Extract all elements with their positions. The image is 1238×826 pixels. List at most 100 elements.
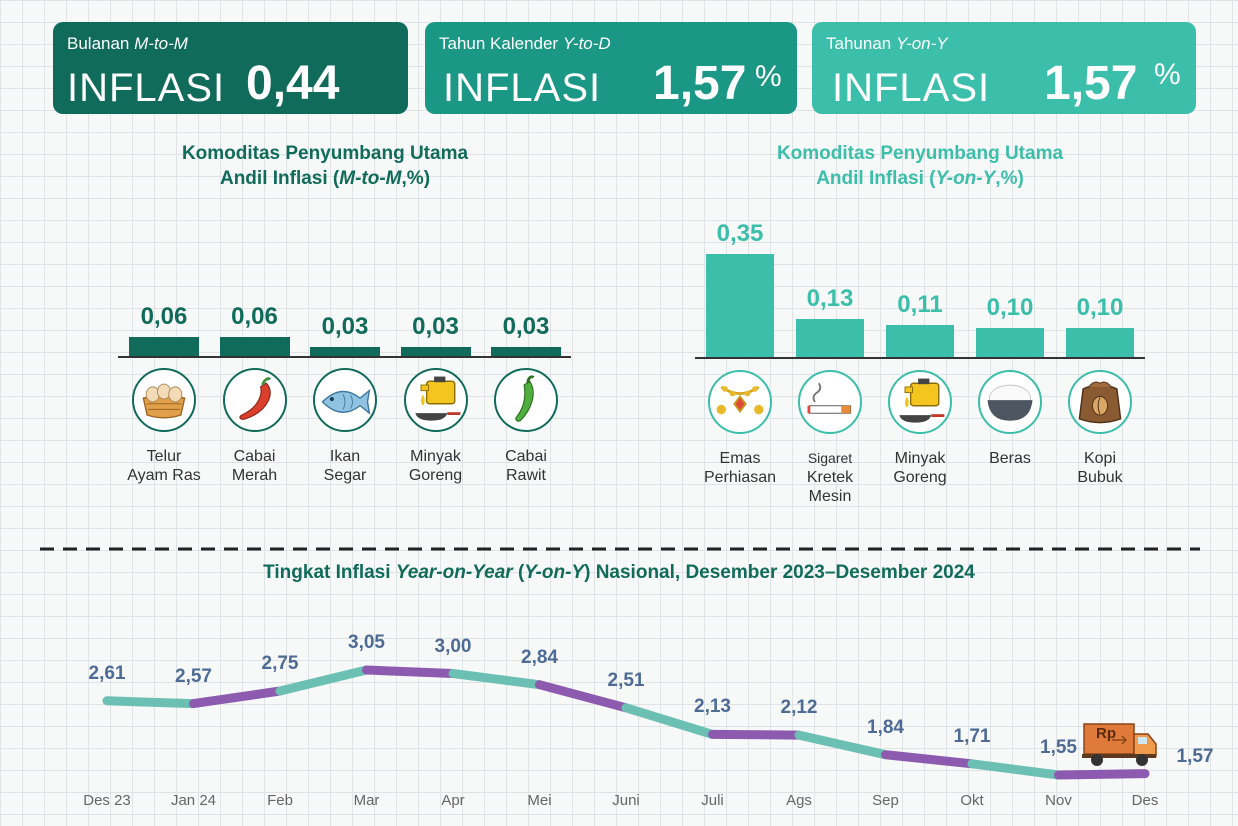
line-point-label: 1,84 (867, 716, 904, 738)
category-label: Beras (955, 449, 1065, 468)
category-label-line: Telur (146, 448, 182, 465)
bar-value-label: 0,11 (897, 290, 943, 318)
x-tick-label: Des (1131, 792, 1159, 809)
x-tick-label: Mei (527, 792, 552, 809)
category-label-line: Ikan (329, 448, 361, 465)
category-label: Emas Perhiasan (685, 449, 795, 487)
category-label-line: Sigaret (807, 450, 853, 466)
x-tick-label: Okt (960, 792, 984, 809)
section-divider (40, 547, 1200, 551)
mtm-chart-title: Komoditas Penyumbang Utama Andil Inflasi… (181, 143, 469, 189)
line-chart-title: Tingkat Inflasi Year-on-Year (Y-on-Y) Na… (263, 562, 975, 583)
cooking-oil-icon (888, 370, 952, 434)
bar (400, 346, 471, 356)
line-point-label: 1,57 (1176, 745, 1214, 767)
bar (491, 346, 561, 356)
line-segment (275, 665, 371, 696)
category-label-line: Rawit (505, 467, 546, 484)
line-point-label: 2,51 (607, 669, 645, 691)
bar-chart-baseline (695, 357, 1145, 359)
x-tick-label: Sep (872, 792, 899, 809)
bar-chart-baseline (118, 356, 571, 358)
line-segment (362, 665, 458, 678)
red-chili-icon (222, 368, 287, 432)
inflation-card-ytd: Tahun Kalender Y-to-D INFLASI 1,57 % (425, 22, 797, 114)
egg-basket-icon (132, 368, 196, 432)
category-label-line: Mesin (808, 488, 852, 505)
line-point-label: 2,13 (694, 696, 731, 718)
card-value: 1,57 (653, 57, 747, 110)
category-label-line: Emas (719, 450, 761, 467)
category-label-line: Goreng (408, 467, 463, 484)
line-point-label: 2,57 (175, 665, 212, 687)
green-chili-icon (494, 368, 558, 432)
bar (886, 324, 954, 357)
line-point-label: 1,55 (1040, 737, 1077, 758)
x-tick-label: Juni (612, 792, 640, 809)
bar-value-label: 0,10 (986, 293, 1034, 321)
card-label: INFLASI (67, 66, 226, 110)
line-segment (1054, 769, 1150, 780)
card-subtitle: Tahunan Y-on-Y (826, 34, 948, 53)
line-segment (881, 750, 977, 769)
delivery-truck-icon (1082, 723, 1157, 766)
category-label-line: Minyak (894, 450, 946, 467)
x-tick-label: Feb (267, 792, 293, 809)
category-label: Kopi Bubuk (1045, 449, 1155, 487)
bar (796, 318, 864, 357)
category-label-line: Segar (323, 467, 367, 484)
line-point-label: 2,61 (88, 662, 126, 684)
x-tick-label: Juli (701, 792, 724, 809)
x-tick-label: Nov (1045, 792, 1072, 809)
line-segment (708, 729, 804, 740)
category-label: Ikan Segar (290, 447, 400, 485)
category-label-line: Bubuk (1077, 469, 1123, 486)
line-segment (967, 759, 1063, 780)
category-label: Telur Ayam Ras (109, 447, 219, 485)
bar-value-label: 0,06 (231, 303, 278, 331)
card-subtitle: Bulanan M-to-M (67, 34, 188, 53)
inflation-card-yoy: Tahunan Y-on-Y INFLASI 1,57 % (812, 22, 1196, 114)
card-unit: % (755, 60, 782, 93)
line-segment (535, 680, 631, 713)
card-unit: % (1154, 58, 1181, 91)
category-label-line: Perhiasan (703, 469, 777, 486)
bar-value-label: 0,10 (1076, 293, 1124, 321)
x-tick-label: Ags (786, 792, 812, 809)
line-point-label: 2,84 (521, 646, 558, 668)
bar (976, 327, 1044, 357)
category-label-line: Kretek (806, 469, 854, 486)
category-label-line: Beras (989, 450, 1031, 467)
card-value: 0,44 (246, 57, 340, 110)
cooking-oil-icon (403, 368, 468, 432)
category-label-line: Minyak (410, 448, 461, 465)
line-segment (189, 686, 285, 709)
bar (310, 346, 380, 356)
bar-value-label: 0,03 (321, 312, 369, 340)
bar (1066, 327, 1134, 357)
x-tick-label: Des 23 (83, 792, 131, 809)
category-label-line: Goreng (893, 469, 947, 486)
category-label: Cabai Merah (200, 447, 310, 485)
bar-value-label: 0,06 (140, 303, 188, 331)
line-point-label: 2,12 (780, 697, 818, 719)
card-label: INFLASI (443, 66, 602, 110)
category-label: Sigaret Kretek Mesin (775, 449, 885, 506)
fish-icon (313, 368, 377, 432)
category-label-line: Ayam Ras (127, 467, 201, 484)
bar-value-label: 0,35 (716, 219, 764, 247)
category-label: Minyak Goreng (381, 447, 491, 485)
line-point-label: 3,05 (348, 632, 385, 653)
coffee-sack-icon (1068, 370, 1132, 434)
line-point-label: 2,75 (261, 653, 299, 674)
bar (219, 337, 290, 356)
bar-value-label: 0,03 (502, 312, 550, 340)
x-tick-label: Jan 24 (170, 792, 217, 809)
category-label-line: Merah (231, 467, 278, 484)
card-subtitle: Tahun Kalender Y-to-D (439, 34, 611, 53)
cigarette-icon (798, 370, 862, 434)
line-segment (448, 669, 544, 690)
category-label-line: Cabai (505, 448, 547, 465)
category-label-line: Cabai (233, 448, 276, 465)
